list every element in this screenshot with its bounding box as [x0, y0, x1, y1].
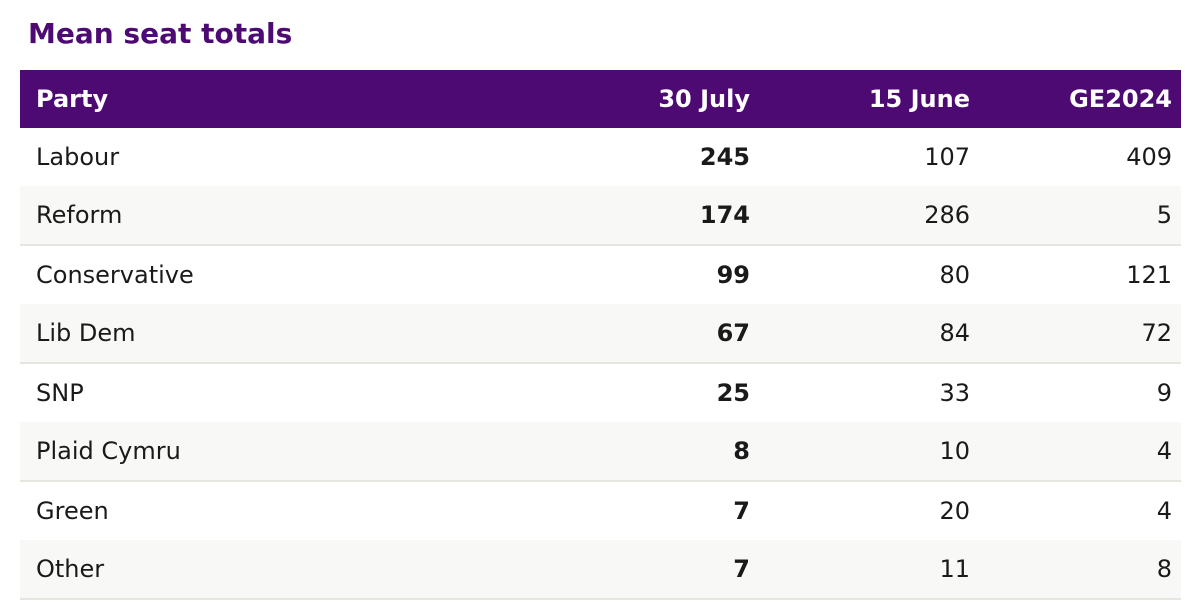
value-15-june: 84	[939, 319, 970, 347]
value-ge2024: 9	[1156, 379, 1172, 407]
value-15-june: 33	[939, 379, 970, 407]
header-party: Party	[20, 70, 600, 128]
value-30-july: 7	[733, 555, 750, 583]
value-30-july: 174	[699, 201, 750, 229]
value-15-june: 286	[924, 201, 970, 229]
value-30-july: 67	[716, 319, 750, 347]
value-30-july: 99	[716, 261, 750, 289]
value-30-july: 245	[699, 143, 750, 171]
party-name: Conservative	[36, 261, 194, 289]
value-ge2024: 8	[1156, 555, 1172, 583]
value-ge2024: 121	[1126, 261, 1172, 289]
page-title: Mean seat totals	[28, 17, 293, 50]
table-row: Lib Dem 67 84 72	[20, 304, 1181, 363]
party-name: Plaid Cymru	[36, 437, 181, 465]
header-ge2024: GE2024	[970, 70, 1181, 128]
value-15-june: 107	[924, 143, 970, 171]
header-30-july: 30 July	[600, 70, 750, 128]
table-header: Party 30 July 15 June GE2024	[20, 70, 1181, 128]
table-row: SNP 25 33 9	[20, 363, 1181, 422]
value-30-july: 25	[716, 379, 750, 407]
header-row: Party 30 July 15 June GE2024	[20, 70, 1181, 128]
table-body: Labour 245 107 409 Reform 174 286 5 Cons…	[20, 128, 1181, 599]
value-ge2024: 4	[1156, 497, 1172, 525]
party-name: Green	[36, 497, 109, 525]
party-name: Labour	[36, 143, 120, 171]
party-name: Lib Dem	[36, 319, 136, 347]
table-row: Plaid Cymru 8 10 4	[20, 422, 1181, 481]
table-row: Reform 174 286 5	[20, 186, 1181, 245]
party-name: SNP	[36, 379, 84, 407]
value-30-july: 8	[733, 437, 750, 465]
value-15-june: 10	[939, 437, 970, 465]
table-row: Conservative 99 80 121	[20, 245, 1181, 304]
party-name: Reform	[36, 201, 123, 229]
value-15-june: 11	[939, 555, 970, 583]
value-ge2024: 409	[1126, 143, 1172, 171]
party-name: Other	[36, 555, 105, 583]
table-row: Other 7 11 8	[20, 540, 1181, 599]
value-ge2024: 72	[1141, 319, 1172, 347]
value-15-june: 80	[939, 261, 970, 289]
value-30-july: 7	[733, 497, 750, 525]
value-15-june: 20	[939, 497, 970, 525]
value-ge2024: 5	[1156, 201, 1172, 229]
header-15-june: 15 June	[750, 70, 970, 128]
seat-totals-table: Party 30 July 15 June GE2024 Labour 245 …	[20, 70, 1181, 600]
value-ge2024: 4	[1156, 437, 1172, 465]
table-row: Green 7 20 4	[20, 481, 1181, 540]
table-row: Labour 245 107 409	[20, 128, 1181, 186]
